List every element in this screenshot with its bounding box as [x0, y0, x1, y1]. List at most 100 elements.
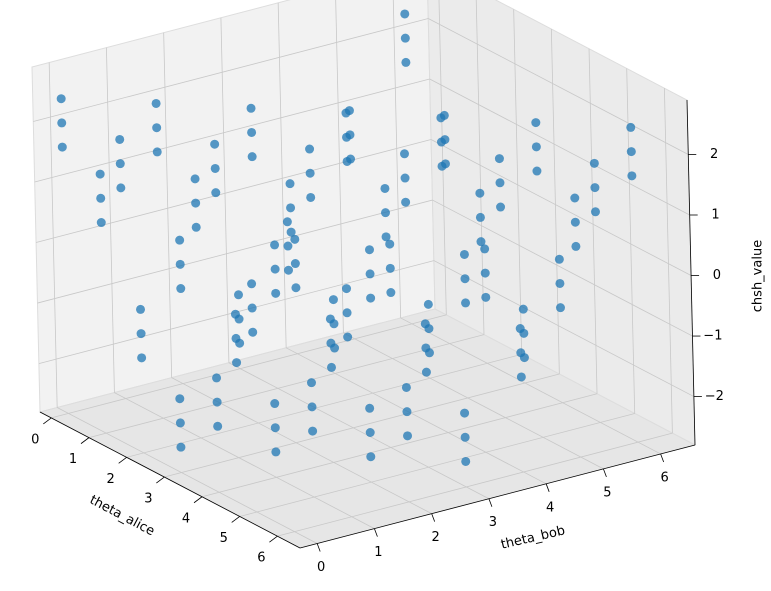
point: [571, 241, 581, 251]
tick-mark: [118, 457, 127, 464]
point: [308, 426, 318, 436]
point: [56, 94, 66, 104]
point: [495, 178, 505, 188]
point: [96, 218, 106, 228]
point: [306, 378, 316, 388]
point: [326, 338, 336, 348]
point: [211, 188, 221, 198]
point: [516, 348, 526, 358]
point: [437, 161, 447, 171]
tick-mark: [660, 453, 665, 463]
grid-line: [428, 18, 689, 155]
point: [343, 332, 353, 342]
y-tick-label: 6: [661, 470, 669, 485]
point: [57, 118, 67, 128]
tick-mark: [374, 528, 378, 537]
point: [531, 118, 541, 128]
point: [247, 279, 257, 289]
point: [175, 418, 185, 428]
grid-line: [114, 392, 375, 529]
grid-line: [33, 18, 429, 122]
point: [305, 144, 315, 154]
tick-mark: [43, 417, 52, 425]
point: [286, 227, 296, 237]
point: [555, 303, 565, 313]
point: [420, 319, 430, 329]
point: [136, 304, 146, 314]
point: [151, 98, 161, 108]
point: [191, 198, 201, 208]
point: [328, 295, 338, 305]
tick-mark: [603, 468, 607, 478]
point: [191, 222, 201, 232]
z-tick-label: 1: [711, 208, 719, 223]
x-tick-label: 1: [69, 452, 77, 467]
point: [401, 57, 411, 67]
point: [365, 403, 375, 413]
x-tick-label: 6: [257, 551, 265, 566]
grid-line: [220, 17, 230, 363]
point: [342, 308, 352, 318]
point: [248, 327, 258, 337]
point: [401, 382, 411, 392]
point: [480, 244, 490, 254]
tick-mark: [431, 513, 436, 522]
point: [461, 456, 471, 466]
point: [531, 142, 541, 152]
point: [494, 154, 504, 164]
grid-line: [239, 413, 635, 517]
point: [247, 152, 257, 162]
point: [306, 192, 316, 202]
tick-mark: [193, 496, 203, 504]
point: [246, 103, 256, 113]
point: [232, 358, 242, 368]
x-tick-label: 4: [182, 511, 190, 526]
point: [286, 203, 296, 213]
grid-line: [432, 199, 693, 337]
z-tick-label: −1: [703, 329, 722, 344]
point: [115, 134, 125, 144]
tick-mark: [231, 516, 240, 523]
point: [137, 353, 147, 363]
z-axis-label: chsh_value: [751, 240, 766, 312]
point: [190, 174, 200, 184]
point: [402, 407, 412, 417]
point: [290, 234, 300, 244]
grid-line: [201, 393, 598, 498]
point: [366, 293, 376, 303]
point: [95, 169, 105, 179]
x-tick-label: 0: [31, 432, 39, 447]
y-axis-label: theta_bob: [499, 523, 566, 552]
grid-line: [513, 9, 523, 355]
point: [400, 173, 410, 183]
point: [475, 188, 485, 198]
grid-line: [277, 432, 673, 537]
point: [152, 147, 162, 157]
point: [210, 139, 220, 149]
point: [231, 333, 241, 343]
point: [270, 264, 280, 274]
point: [400, 149, 410, 159]
y-axis-line: [299, 444, 696, 549]
grid-line: [88, 334, 485, 439]
point: [210, 163, 220, 173]
point: [342, 132, 352, 142]
grid-line: [433, 260, 695, 397]
y-tick-label: 4: [546, 500, 554, 515]
y-tick-label: 1: [374, 545, 382, 560]
x-tick-label: 2: [107, 472, 115, 487]
point: [326, 362, 336, 372]
point: [57, 142, 67, 152]
point: [325, 314, 335, 324]
point: [175, 394, 185, 404]
point: [518, 304, 528, 314]
x-axis-line: [39, 411, 301, 549]
point: [213, 421, 223, 431]
grid-line: [663, 88, 673, 434]
point: [554, 254, 564, 264]
grid-line: [588, 48, 598, 394]
point: [403, 431, 413, 441]
tick-mark: [269, 535, 278, 543]
grid-line: [34, 78, 430, 183]
